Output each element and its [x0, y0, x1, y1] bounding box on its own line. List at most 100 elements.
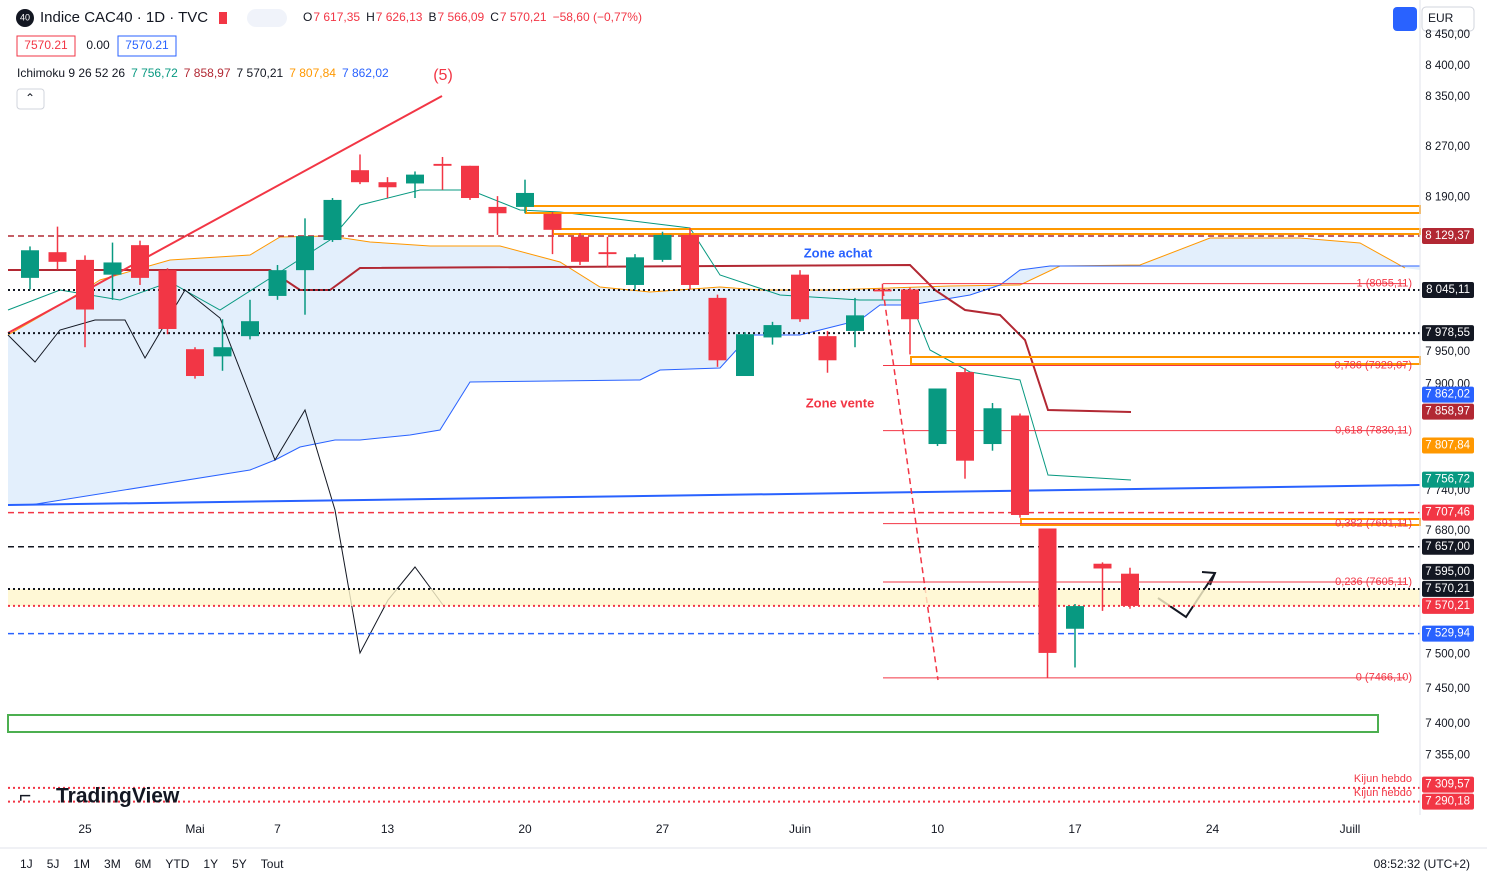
- candle-body: [406, 174, 424, 184]
- symbol[interactable]: Indice CAC40 · 1D · TVC: [40, 9, 208, 26]
- price-tag-label: 7 858,97: [1425, 406, 1470, 418]
- timeframe-button[interactable]: 5Y: [232, 857, 247, 871]
- price-tag-label: 7 309,57: [1425, 779, 1470, 791]
- tenkan: [7, 189, 1132, 481]
- fib-label: 0,236 (7605,11): [1335, 576, 1412, 588]
- y-tick-label: 7 740,00: [1425, 485, 1470, 497]
- price-tag-label: 8 129,37: [1425, 230, 1470, 242]
- candle-body: [1121, 573, 1139, 606]
- candle-body: [791, 274, 809, 320]
- candle-body: [351, 170, 369, 183]
- toggle[interactable]: [247, 9, 287, 27]
- candle-body: [516, 192, 534, 207]
- candle-body: [598, 252, 617, 255]
- timeframe-button[interactable]: 5J: [47, 857, 60, 871]
- timeframe-button[interactable]: YTD: [165, 857, 189, 871]
- price-tag-label: 7 570,21: [1425, 600, 1470, 612]
- price-tag: [1422, 325, 1474, 342]
- x-tick-label: 17: [1068, 822, 1082, 836]
- timeframe-button[interactable]: 6M: [135, 857, 152, 871]
- badge-text: 40: [20, 12, 30, 22]
- trend-line: [7, 484, 1421, 506]
- indicator-value: 7 862,02: [342, 66, 389, 80]
- candle-body: [1093, 563, 1112, 569]
- fib-label: 0,382 (7691,11): [1335, 518, 1412, 530]
- clock: 08:52:32 (UTC+2): [1374, 857, 1470, 871]
- price-tag-label: 7 807,84: [1425, 440, 1470, 452]
- price-tag: [1422, 597, 1474, 614]
- y-tick-label: 7 355,00: [1425, 750, 1470, 762]
- bid-box[interactable]: [16, 35, 76, 57]
- bid: 7570.21: [24, 38, 68, 52]
- spread: 0.00: [86, 38, 110, 52]
- candle-body: [158, 270, 177, 329]
- timeframe-button[interactable]: 1M: [73, 857, 90, 871]
- arrow-head: [1201, 571, 1217, 586]
- candle-body: [48, 252, 67, 262]
- collapse-button[interactable]: [16, 88, 45, 110]
- projection: [882, 289, 939, 681]
- currency-button[interactable]: [1421, 6, 1475, 32]
- ask-box[interactable]: [117, 35, 177, 57]
- price-tag: [1422, 776, 1474, 793]
- x-tick-label: 27: [656, 822, 670, 836]
- indicator: Ichimoku 9 26 52 26 7 756,72 7 858,97 7 570…: [17, 66, 389, 80]
- candle-body: [846, 315, 864, 331]
- ohlc-value: 7 617,35: [313, 10, 360, 24]
- sync-button[interactable]: [1393, 7, 1417, 31]
- timeframe-button[interactable]: 1J: [20, 857, 33, 871]
- candle-body: [873, 289, 892, 292]
- x-tick-label: 7: [274, 822, 281, 836]
- price-tag-label: 7 756,72: [1425, 474, 1470, 486]
- candle-body: [131, 245, 149, 278]
- price-tag-label: 7 595,00: [1425, 566, 1470, 578]
- price-tag-label: 7 978,55: [1425, 327, 1470, 339]
- levels: 1 (8055,11) 0,786 (7929,07) 0,618 (7830,11…: [8, 235, 1420, 803]
- wave-label: (5): [433, 67, 453, 84]
- candle-body: [1011, 415, 1029, 515]
- y-tick-label: 7 950,00: [1425, 346, 1470, 358]
- cloud: [8, 236, 1420, 505]
- candle-body: [296, 236, 314, 271]
- timeframe-button[interactable]: 3M: [104, 857, 121, 871]
- price-tag: [1422, 793, 1474, 810]
- currency: EUR: [1428, 11, 1454, 25]
- x-tick-label: 25: [78, 822, 92, 836]
- indicator-name: Ichimoku 9 26 52 26: [17, 66, 125, 80]
- price-tag-label: 8 045,11: [1426, 284, 1470, 296]
- candle-body: [901, 289, 919, 320]
- fib-label: 0,618 (7830,11): [1335, 425, 1412, 437]
- y-tick-label: 8 350,00: [1425, 91, 1470, 103]
- ohlc-key: B: [428, 10, 436, 24]
- ohlc-value: 7 566,09: [437, 10, 484, 24]
- y-tick-label: 7 500,00: [1425, 648, 1470, 660]
- x-tick-label: 20: [518, 822, 532, 836]
- candle-body: [626, 257, 644, 285]
- candle-body: [21, 250, 39, 278]
- candle-body: [378, 182, 397, 188]
- target-box: [7, 714, 1379, 733]
- y-tick-label: 8 450,00: [1425, 29, 1470, 41]
- toolbar: 1J 5J 1M 3M 6M YTD 1Y 5Y Tout: [20, 857, 284, 871]
- chikou: [7, 289, 444, 655]
- ohlc-key: C: [490, 10, 499, 24]
- candle-body: [653, 234, 672, 260]
- timeframe-button[interactable]: Tout: [261, 857, 284, 871]
- price-tag: [1422, 437, 1474, 454]
- candle-body: [323, 199, 342, 241]
- price-tag: [1422, 538, 1474, 555]
- indicator-value: 7 858,97: [184, 66, 231, 80]
- logo-icon: ⌐: [19, 785, 31, 808]
- candle-body: [76, 259, 94, 310]
- timeframe-button[interactable]: 1Y: [203, 857, 218, 871]
- candle-body: [956, 372, 974, 461]
- price-tag: [1422, 403, 1474, 420]
- price-tag-label: 7 290,18: [1425, 796, 1470, 808]
- ohlc-value: 7 626,13: [376, 10, 423, 24]
- x-tick-label: Mai: [185, 822, 204, 836]
- zone-label: Zone vente: [806, 395, 875, 410]
- price-tag: [1422, 471, 1474, 488]
- candle-body: [543, 213, 562, 230]
- flag: [219, 12, 227, 24]
